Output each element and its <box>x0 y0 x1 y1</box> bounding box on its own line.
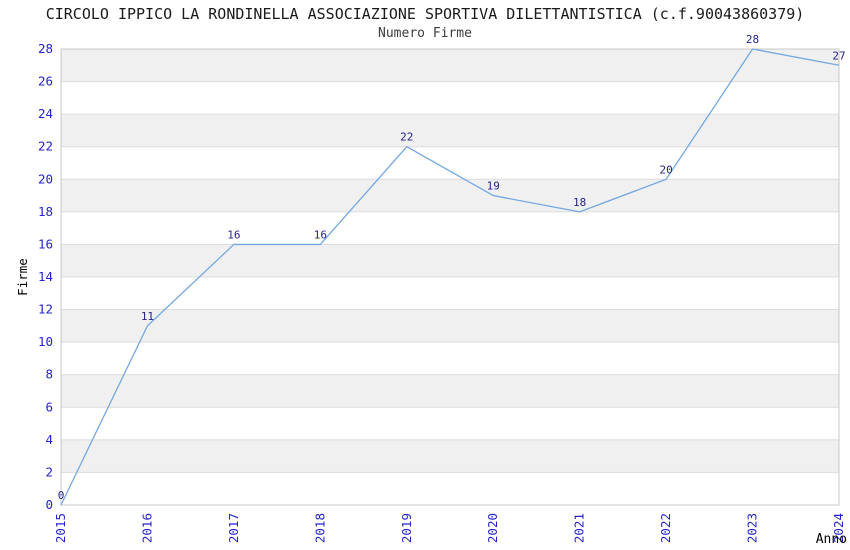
y-tick-label: 10 <box>38 334 53 349</box>
plot-border <box>60 48 840 506</box>
x-axis-title: Anno <box>816 532 847 547</box>
grid-band <box>61 374 839 408</box>
y-tick-label: 20 <box>38 171 53 186</box>
chart-title: CIRCOLO IPPICO LA RONDINELLA ASSOCIAZION… <box>45 5 805 23</box>
grid-band <box>61 309 839 343</box>
data-point-label: 0 <box>58 489 65 502</box>
y-axis-title: Firme <box>15 258 30 296</box>
x-tick-label: 2022 <box>658 513 673 543</box>
y-tick-label: 18 <box>38 204 53 219</box>
x-tick-label: 2018 <box>312 513 327 543</box>
grid-band <box>61 49 839 82</box>
y-tick-label: 24 <box>38 106 53 121</box>
y-tick-label: 28 <box>38 41 53 56</box>
data-point-label: 27 <box>832 49 845 62</box>
y-tick-label: 4 <box>45 432 53 447</box>
data-point-label: 18 <box>573 196 586 209</box>
data-point-label: 16 <box>227 228 240 241</box>
y-tick-label: 16 <box>38 236 53 251</box>
data-point-label: 20 <box>659 163 672 176</box>
data-point-label: 16 <box>314 228 327 241</box>
grid-band <box>61 244 839 277</box>
y-tick-label: 12 <box>38 302 53 317</box>
y-tick-label: 26 <box>38 74 53 89</box>
y-tick-label: 22 <box>38 139 53 154</box>
x-tick-label: 2019 <box>399 513 414 543</box>
data-point-label: 22 <box>400 131 413 144</box>
grid-band <box>61 179 839 212</box>
x-tick-label: 2020 <box>485 513 500 543</box>
x-tick-label: 2017 <box>226 513 241 543</box>
x-tick-label: 2021 <box>572 513 587 543</box>
data-line <box>60 48 840 506</box>
y-tick-label: 8 <box>45 367 53 382</box>
data-point-label: 11 <box>141 310 154 323</box>
data-point-label: 28 <box>746 33 759 46</box>
grid-band <box>61 439 839 473</box>
grid-band <box>61 114 839 147</box>
chart-subtitle: Numero Firme <box>378 26 472 41</box>
y-tick-label: 14 <box>38 269 53 284</box>
x-tick-label: 2015 <box>53 513 68 543</box>
x-tick-label: 2016 <box>139 513 154 543</box>
x-tick-label: 2024 <box>831 513 846 543</box>
y-tick-label: 0 <box>45 497 53 512</box>
x-tick-label: 2023 <box>745 513 760 543</box>
y-tick-label: 6 <box>45 399 53 414</box>
data-point-label: 19 <box>487 180 500 193</box>
y-tick-label: 2 <box>45 464 53 479</box>
